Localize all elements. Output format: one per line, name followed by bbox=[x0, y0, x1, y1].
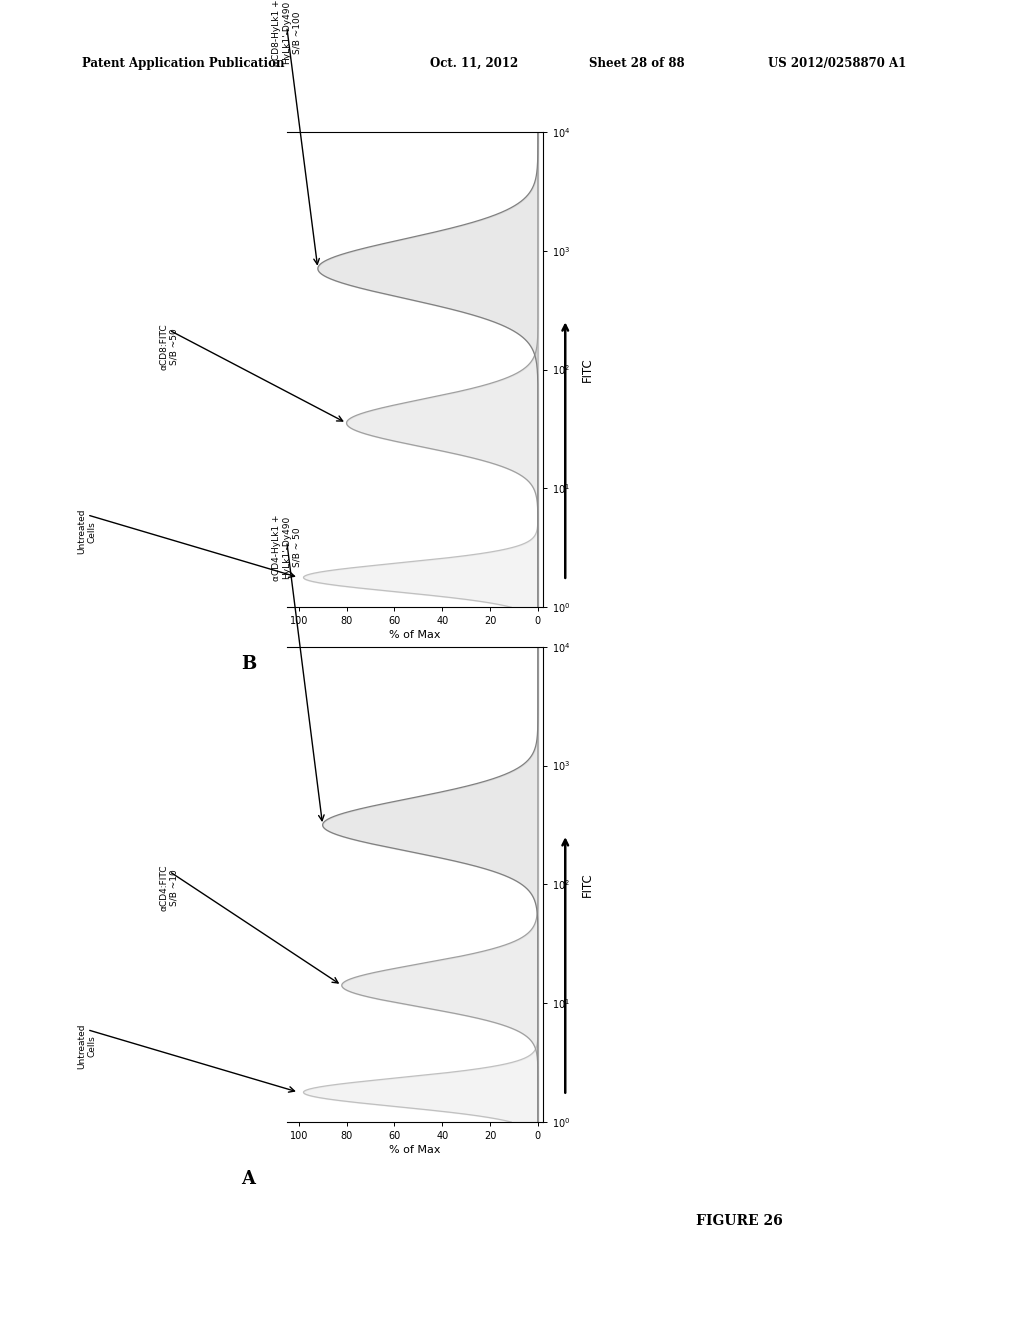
Text: FITC: FITC bbox=[582, 873, 594, 896]
Text: αCD4:FITC
S/B ~10: αCD4:FITC S/B ~10 bbox=[160, 865, 178, 911]
Text: FITC: FITC bbox=[582, 358, 594, 381]
Text: αCD8:FITC
S/B ~50: αCD8:FITC S/B ~50 bbox=[160, 323, 178, 370]
Text: B: B bbox=[241, 655, 256, 673]
Text: Untreated
Cells: Untreated Cells bbox=[78, 510, 96, 554]
Text: US 2012/0258870 A1: US 2012/0258870 A1 bbox=[768, 57, 906, 70]
Text: Untreated
Cells: Untreated Cells bbox=[78, 1024, 96, 1069]
X-axis label: % of Max: % of Max bbox=[389, 631, 440, 640]
Text: Patent Application Publication: Patent Application Publication bbox=[82, 57, 285, 70]
Text: Sheet 28 of 88: Sheet 28 of 88 bbox=[589, 57, 684, 70]
Text: Oct. 11, 2012: Oct. 11, 2012 bbox=[430, 57, 518, 70]
Text: FIGURE 26: FIGURE 26 bbox=[696, 1214, 783, 1229]
Text: αCD4-HyLk1 +
HyLk1'-Dy490
S/B ~ 50: αCD4-HyLk1 + HyLk1'-Dy490 S/B ~ 50 bbox=[271, 515, 302, 581]
Text: A: A bbox=[242, 1170, 255, 1188]
Text: αCD8-HyLk1 +
HyLk1'-Dy490
S/B ~100: αCD8-HyLk1 + HyLk1'-Dy490 S/B ~100 bbox=[271, 0, 302, 66]
X-axis label: % of Max: % of Max bbox=[389, 1146, 440, 1155]
